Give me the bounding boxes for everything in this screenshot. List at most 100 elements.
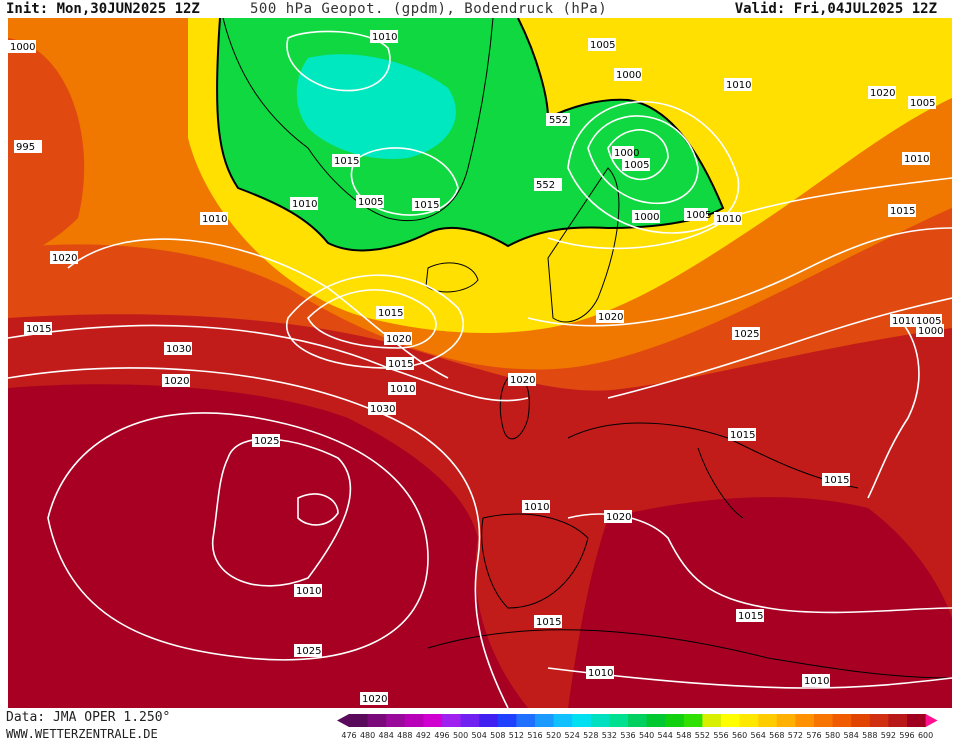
legend-swatch <box>423 714 443 727</box>
svg-text:1005: 1005 <box>624 160 649 171</box>
legend-swatch <box>386 714 406 727</box>
svg-text:1000: 1000 <box>634 212 659 223</box>
legend-tick-label: 596 <box>899 731 914 740</box>
isobar-label: 1010 <box>370 30 398 43</box>
isobar-1010-east <box>527 227 952 327</box>
legend-tick-label: 528 <box>583 731 598 740</box>
isobar-label: 1015 <box>534 615 562 628</box>
coast-greenland <box>222 18 494 222</box>
isobar-label: 1020 <box>604 510 632 523</box>
legend-swatch <box>460 714 480 727</box>
legend-swatch <box>497 714 517 727</box>
isobar-label: 1005 <box>588 38 616 51</box>
isobar-label: 1005 <box>908 96 936 109</box>
coast-iberia <box>481 513 589 609</box>
isobar-label: 1010 <box>522 500 550 513</box>
coast-europe <box>567 422 859 489</box>
legend-tick-label: 516 <box>527 731 542 740</box>
isobar-label: 1010 <box>388 382 416 395</box>
contour-552-text: 552 <box>549 115 568 126</box>
field-very-warm-east <box>568 497 952 708</box>
legend-tick-label: 548 <box>676 731 691 740</box>
isobars <box>8 30 952 708</box>
svg-text:1010: 1010 <box>716 214 741 225</box>
weather-map: 552 <box>8 18 952 708</box>
svg-text:1015: 1015 <box>890 206 915 217</box>
legend-arrow-left <box>337 714 349 727</box>
legend-swatch <box>832 714 852 727</box>
svg-text:1000: 1000 <box>616 70 641 81</box>
isobar-1005-se <box>867 317 920 499</box>
legend-swatch <box>404 714 424 727</box>
isobar-label: 1015 <box>376 306 404 319</box>
svg-text:1010: 1010 <box>372 32 397 43</box>
svg-text:1025: 1025 <box>254 436 279 447</box>
legend-swatch <box>442 714 462 727</box>
isobar-label: 1015 <box>736 609 764 622</box>
legend-tick-label: 600 <box>918 731 933 740</box>
legend-tick-label: 476 <box>341 731 356 740</box>
legend-swatch <box>628 714 648 727</box>
isobar-label: 1015 <box>822 473 850 486</box>
isobar-label: 1005 <box>356 195 384 208</box>
isobar-label: 1000 <box>916 324 944 337</box>
website-link[interactable]: WWW.WETTERZENTRALE.DE <box>6 727 158 741</box>
isobar-995-low <box>607 129 669 181</box>
legend-tick-label: 556 <box>713 731 728 740</box>
svg-text:1020: 1020 <box>52 253 77 264</box>
legend-tick-label: 564 <box>751 731 766 740</box>
legend-tick-label: 484 <box>379 731 394 740</box>
valid-time: Valid: Fri,04JUL2025 12Z <box>734 1 937 17</box>
isobar-label: 552 <box>534 178 562 191</box>
isobar-label: 1005 <box>914 314 942 327</box>
isobar-label: 1015 <box>728 428 756 441</box>
svg-text:1015: 1015 <box>414 200 439 211</box>
legend-tick-label: 560 <box>732 731 747 740</box>
legend-swatch <box>572 714 592 727</box>
isobar-1015-east <box>607 297 952 399</box>
svg-text:1020: 1020 <box>386 334 411 345</box>
legend-tick-label: 592 <box>881 731 896 740</box>
legend-swatch <box>683 714 703 727</box>
legend-tick-label: 544 <box>658 731 673 740</box>
legend-swatch <box>349 714 369 727</box>
isobar-labels-south: 1015 1015 1025 1010 1010 1020 <box>294 609 830 705</box>
legend-tick-label: 536 <box>620 731 635 740</box>
legend-swatch <box>795 714 815 727</box>
isobar-label: 1000 <box>614 68 642 81</box>
isobar-1015-west <box>8 324 529 402</box>
isobar-label: 1015 <box>24 322 52 335</box>
legend-swatch <box>907 714 927 727</box>
isobar-1030-core <box>297 493 339 526</box>
field-cyan-core <box>296 54 456 159</box>
legend-tick-label: 480 <box>360 731 375 740</box>
svg-text:1005: 1005 <box>590 40 615 51</box>
map-title: 500 hPa Geopot. (gpdm), Bodendruck (hPa) <box>250 1 608 17</box>
contour-552 <box>216 18 725 252</box>
legend-swatch <box>367 714 387 727</box>
svg-text:1005: 1005 <box>916 316 941 327</box>
isobar-label: 1010 <box>802 674 830 687</box>
legend-swatch <box>479 714 499 727</box>
svg-text:995: 995 <box>16 142 35 153</box>
isobar-label: 1005 <box>622 158 650 171</box>
svg-text:1025: 1025 <box>734 329 759 340</box>
isobar-label: 1020 <box>868 86 896 99</box>
legend-swatch <box>851 714 871 727</box>
legend-tick-label: 488 <box>397 731 412 740</box>
svg-text:1010: 1010 <box>202 214 227 225</box>
weather-map-svg: 552 <box>8 18 952 708</box>
svg-text:1030: 1030 <box>166 344 191 355</box>
legend-tick-label: 540 <box>639 731 654 740</box>
coast-africa <box>427 629 952 679</box>
legend-swatch <box>869 714 889 727</box>
svg-text:1020: 1020 <box>598 312 623 323</box>
isobar-1010-south <box>547 667 952 689</box>
legend-swatch <box>739 714 759 727</box>
svg-text:552: 552 <box>536 180 555 191</box>
svg-text:1010: 1010 <box>296 586 321 597</box>
legend-tick-label: 524 <box>565 731 580 740</box>
isobar-label: 1020 <box>360 692 388 705</box>
isobar-1005-ring <box>285 274 465 369</box>
svg-text:1010: 1010 <box>892 316 917 327</box>
